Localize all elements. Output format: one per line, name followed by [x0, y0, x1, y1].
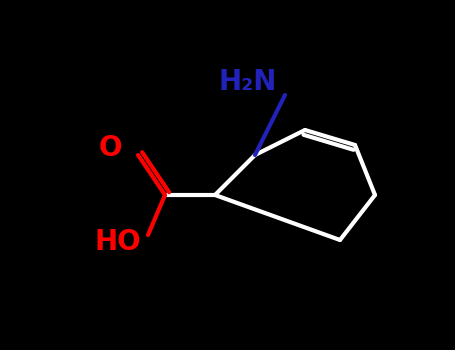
Text: H₂N: H₂N: [219, 68, 277, 96]
Text: O: O: [98, 134, 122, 162]
Text: HO: HO: [95, 228, 142, 256]
